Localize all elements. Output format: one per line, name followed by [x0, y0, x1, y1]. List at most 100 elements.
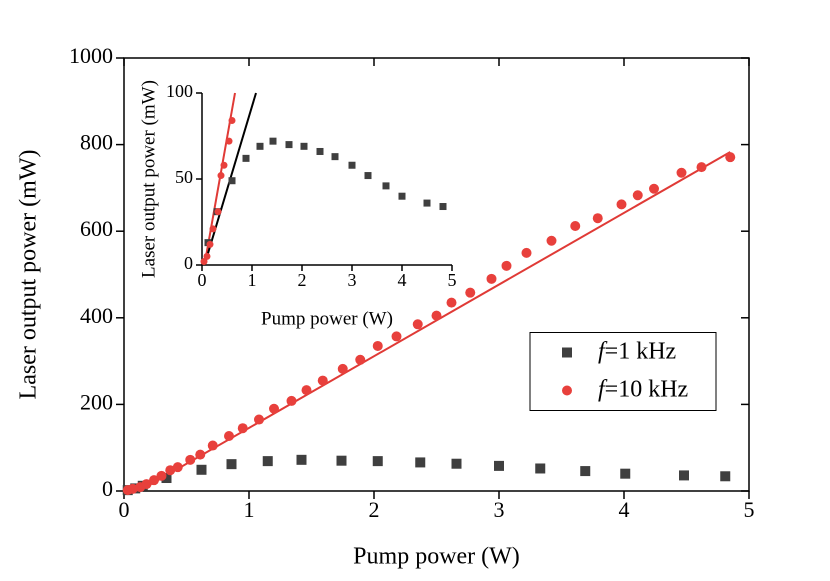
marker-square [269, 137, 277, 145]
marker-circle [355, 354, 366, 365]
marker-circle [217, 172, 225, 180]
y-tick-label: 400 [80, 303, 113, 328]
y-tick-label: 800 [80, 130, 113, 155]
marker-circle [214, 208, 222, 216]
marker-circle [632, 190, 643, 201]
marker-square [196, 464, 207, 475]
x-tick-label: 3 [348, 270, 357, 290]
marker-square [620, 468, 631, 479]
legend-marker [562, 385, 572, 396]
x-tick-label: 1 [244, 497, 255, 522]
marker-square [364, 172, 372, 180]
y-tick-label: 100 [166, 81, 193, 101]
marker-square [226, 459, 237, 470]
marker-circle [431, 310, 442, 321]
marker-circle [141, 479, 152, 490]
y-axis-title: Laser output power (mW) [16, 150, 42, 400]
marker-circle [228, 117, 236, 125]
marker-square [398, 192, 406, 200]
plot-frame [123, 57, 750, 492]
marker-square [161, 473, 172, 484]
marker-circle [149, 475, 159, 486]
y-tick-label: 0 [184, 253, 193, 273]
y-tick-label: 1000 [69, 43, 113, 68]
x-tick-label: 2 [369, 497, 380, 522]
marker-circle [486, 273, 497, 284]
y-tick-label: 0 [102, 476, 113, 501]
marker-square [720, 471, 731, 482]
marker-circle [696, 162, 707, 173]
marker-square [535, 463, 546, 474]
marker-circle [649, 183, 659, 194]
x-tick-label: 5 [744, 497, 755, 522]
legend-label: f=10 kHz [598, 376, 688, 402]
marker-square [300, 142, 308, 150]
marker-circle [412, 319, 423, 330]
marker-circle [195, 449, 206, 460]
marker-square [256, 142, 264, 150]
y-axis-title: Laser output power (mW) [138, 80, 159, 278]
marker-circle [206, 240, 214, 248]
fit-line [138, 151, 731, 492]
marker-circle [570, 221, 581, 232]
marker-circle [203, 252, 211, 260]
legend-box [529, 332, 717, 411]
marker-circle [127, 483, 138, 494]
marker-circle [616, 199, 627, 210]
legend-marker [562, 347, 572, 358]
marker-square [494, 460, 504, 471]
x-tick-label: 1 [248, 270, 257, 290]
marker-circle [337, 363, 348, 374]
marker-circle [521, 247, 532, 258]
x-tick-label: 4 [398, 270, 407, 290]
marker-square [348, 161, 356, 169]
marker-circle [465, 287, 476, 298]
marker-circle [725, 152, 736, 163]
marker-square [316, 147, 324, 155]
marker-circle [165, 465, 176, 476]
marker-square [331, 153, 339, 161]
marker-square [285, 141, 293, 149]
marker-circle [501, 260, 512, 271]
marker-square [679, 470, 689, 481]
marker-circle [185, 454, 196, 465]
marker-square [372, 456, 383, 467]
marker-square [580, 466, 591, 477]
marker-circle [592, 213, 603, 224]
marker-circle [209, 225, 217, 233]
marker-circle [224, 431, 234, 442]
marker-square [382, 182, 390, 190]
marker-circle [391, 331, 402, 342]
marker-circle [446, 297, 457, 308]
y-tick-label: 600 [80, 216, 113, 241]
marker-square [242, 154, 250, 162]
marker-circle [254, 414, 264, 425]
marker-square [451, 458, 462, 469]
x-axis-title: Pump power (W) [353, 544, 520, 570]
marker-square [423, 199, 431, 207]
marker-circle [317, 375, 328, 386]
marker-circle [200, 258, 208, 266]
x-tick-label: 3 [494, 497, 505, 522]
marker-circle [372, 340, 383, 351]
marker-circle [269, 403, 279, 414]
marker-square [228, 177, 236, 185]
x-tick-label: 4 [619, 497, 630, 522]
marker-square [415, 457, 426, 468]
marker-circle [207, 440, 218, 451]
marker-square [336, 455, 347, 466]
x-tick-label: 2 [298, 270, 307, 290]
marker-circle [220, 161, 228, 169]
x-tick-label: 0 [198, 270, 207, 290]
marker-square [439, 203, 447, 211]
marker-circle [225, 137, 233, 145]
marker-circle [286, 395, 297, 406]
marker-square [296, 454, 307, 465]
marker-circle [237, 423, 248, 434]
marker-circle [301, 385, 312, 396]
marker-circle [172, 462, 183, 473]
marker-square [262, 456, 273, 467]
x-tick-label: 0 [119, 497, 130, 522]
